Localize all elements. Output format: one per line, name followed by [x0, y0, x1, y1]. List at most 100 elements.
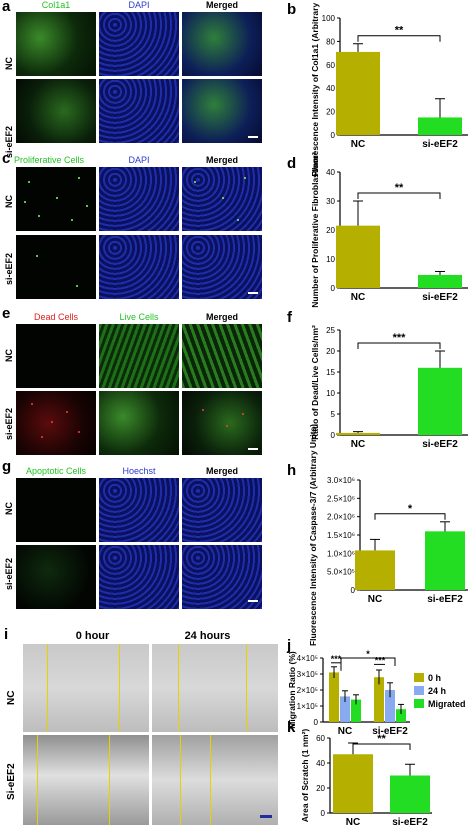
panel-label-h: h [287, 462, 296, 479]
micrograph-g-hoechst-nc [99, 478, 179, 542]
micrograph-g-merged-si [182, 545, 262, 609]
micrograph-a-col1a1-nc [16, 12, 96, 76]
col-title-apoptotic: Apoptotic Cells [25, 466, 87, 476]
bar-j-migrated [351, 699, 361, 722]
col-title-merged-e: Merged [205, 312, 238, 322]
x-tick-label-b: NC [351, 139, 365, 150]
col-title-col1a1: Col1a1 [41, 0, 71, 10]
row-label-si-eef2-e: si-eEF2 [4, 407, 14, 440]
x-tick-label-h: NC [368, 594, 382, 605]
micrograph-g-apoptotic-nc [16, 478, 96, 542]
micrograph-e-live-si [99, 391, 179, 455]
x-tick-label-f: si-eEF2 [422, 439, 458, 450]
scale-bar-c [248, 292, 258, 294]
bar-d-si-eef2 [418, 274, 462, 288]
sig-label-f: *** [393, 332, 407, 344]
y-tick-label-h: 3.0×10⁶ [327, 476, 355, 485]
y-tick-label-b: 20 [326, 108, 335, 117]
y-tick-label-b: 80 [326, 37, 335, 46]
micrograph-g-merged-nc [182, 478, 262, 542]
bar-k-nc [333, 754, 373, 813]
micrograph-e-merged-si [182, 391, 262, 455]
sig-label-k: ** [377, 733, 386, 745]
x-tick-label-j: si-eEF2 [372, 726, 408, 737]
panel-label-d: d [287, 155, 296, 172]
y-tick-label-d: 0 [331, 284, 336, 293]
bar-b-si-eef2 [418, 117, 462, 135]
micrograph-a-col1a1-si [16, 79, 96, 143]
y-tick-label-h: 1.5×10⁶ [327, 531, 355, 540]
micrograph-c-prolif-nc [16, 167, 96, 231]
y-tick-label-b: 100 [322, 14, 336, 23]
y-axis-title-f: Ratio of Dead/Live Cells/nm² [310, 325, 320, 440]
panel-label-e: e [2, 305, 11, 322]
bar-h-nc [355, 550, 395, 590]
y-tick-label-h: 2.0×10⁶ [327, 513, 355, 522]
y-tick-label-k: 20 [316, 784, 325, 793]
y-tick-label-f: 10 [326, 389, 335, 398]
y-tick-label-b: 0 [331, 131, 336, 140]
micrograph-i-0h-si [23, 735, 149, 825]
scale-bar-a [248, 136, 258, 138]
micrograph-c-merged-si [182, 235, 262, 299]
y-tick-label-j: 0 [314, 718, 319, 727]
y-tick-label-f: 0 [331, 431, 336, 440]
y-tick-label-b: 60 [326, 61, 335, 70]
micrograph-a-merged-si [182, 79, 262, 143]
y-axis-title-b: Fluorescence Intensity of Col1a1 (Arbitr… [310, 0, 320, 177]
y-tick-label-j: 1×10⁵ [297, 702, 318, 711]
x-tick-label-d: NC [351, 292, 365, 303]
micrograph-c-prolif-si [16, 235, 96, 299]
col-title-merged-c: Merged [205, 155, 238, 165]
sig-label-h: * [408, 503, 413, 515]
micrograph-a-merged-nc [182, 12, 262, 76]
micrograph-g-apoptotic-si [16, 545, 96, 609]
micrograph-c-merged-nc [182, 167, 262, 231]
sig-label-d: ** [395, 182, 404, 194]
micrograph-a-dapi-nc [99, 12, 179, 76]
y-tick-label-d: 30 [326, 197, 335, 206]
sig-bracket-j [340, 657, 396, 671]
x-tick-label-f: NC [351, 439, 365, 450]
row-label-nc-g: NC [4, 502, 14, 515]
col-title-0-hour: 0 hour [75, 630, 110, 642]
sig-label-b: ** [395, 25, 404, 37]
bar-f-nc [336, 432, 380, 435]
sig-bracket-h [374, 513, 446, 520]
x-tick-label-k: NC [346, 817, 360, 828]
micrograph-e-merged-nc [182, 324, 262, 388]
micrograph-e-dead-si [16, 391, 96, 455]
legend-swatch-migrated [414, 699, 424, 708]
legend-label-migrated: Migrated [428, 699, 466, 709]
y-tick-label-f: 5 [331, 410, 336, 419]
col-title-dapi-c: DAPI [128, 155, 150, 165]
bar-d-nc [336, 225, 380, 288]
row-label-nc-e: NC [4, 349, 14, 362]
bar-b-nc [336, 51, 380, 135]
col-title-proliferative: Proliferative Cells [14, 155, 85, 165]
panel-label-g: g [2, 458, 12, 475]
row-label-si-eef2-g: si-eEF2 [4, 557, 14, 590]
y-tick-label-h: 5.0×10⁵ [327, 568, 355, 577]
y-tick-label-h: 0 [351, 586, 356, 595]
bar-j-24-h [385, 690, 395, 722]
y-tick-label-h: 2.5×10⁶ [327, 494, 355, 503]
scale-bar-g [248, 600, 258, 602]
panel-label-a: a [2, 0, 11, 15]
col-title-dapi: DAPI [128, 0, 150, 10]
y-tick-label-d: 20 [326, 226, 335, 235]
sig-bracket-d [357, 192, 441, 199]
sig-label-j: *** [331, 654, 342, 664]
micrograph-e-live-nc [99, 324, 179, 388]
row-label-nc: NC [4, 57, 14, 70]
y-tick-label-j: 4×10⁵ [297, 654, 318, 663]
bar-j-24-h [340, 696, 350, 722]
y-axis-title-j: Migration Ratio (%) [287, 651, 297, 729]
x-tick-label-h: si-eEF2 [427, 594, 463, 605]
sig-label-j: *** [375, 655, 386, 665]
micrograph-c-dapi-nc [99, 167, 179, 231]
bar-f-si-eef2 [418, 367, 462, 435]
col-title-merged-g: Merged [205, 466, 238, 476]
y-tick-label-d: 10 [326, 255, 335, 264]
legend-label-0-h: 0 h [428, 673, 441, 683]
